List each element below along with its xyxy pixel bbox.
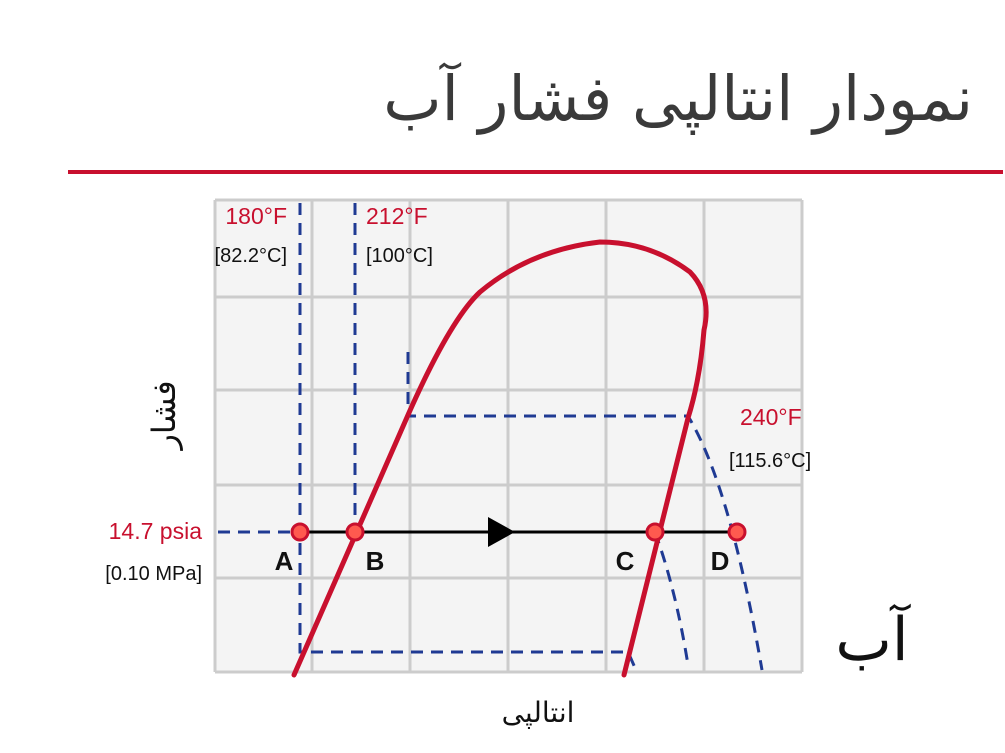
isotherm-240f-line [406, 352, 764, 671]
isotherm-180f-line [298, 203, 638, 671]
direction-arrow [488, 517, 515, 547]
point-a-marker [290, 522, 310, 542]
substance-label: آب [835, 603, 910, 675]
saturation-dome [291, 239, 709, 678]
point-d-label: D [711, 546, 730, 576]
point-b-label: B [366, 546, 385, 576]
isotherm-180f-celsius: [82.2°C] [215, 245, 287, 267]
isotherm-240f-label: 240°F [740, 404, 802, 430]
title-divider [68, 170, 1003, 174]
y-axis-label: فشار [145, 380, 183, 451]
point-c-label: C [616, 546, 635, 576]
isotherm-lines [218, 203, 764, 671]
isotherm-212f-vapor-line [653, 531, 690, 666]
isotherm-180f-label: 180°F [225, 203, 287, 229]
page-title: نمودار انتالپی فشار آب [383, 62, 973, 135]
x-axis-label: انتالپی [502, 696, 575, 729]
point-c-marker [645, 522, 665, 542]
state-points [290, 522, 747, 542]
isotherm-240f-celsius: [115.6°C] [729, 450, 811, 472]
grid [213, 198, 804, 674]
point-b-marker [345, 522, 365, 542]
isotherm-212f-celsius: [100°C] [366, 245, 433, 267]
isotherm-212f-label: 212°F [366, 203, 428, 229]
pressure-mpa-label: [0.10 MPa] [105, 563, 202, 585]
point-a-label: A [275, 546, 294, 576]
point-d-marker [727, 522, 747, 542]
pressure-psia-label: 14.7 psia [109, 518, 203, 544]
